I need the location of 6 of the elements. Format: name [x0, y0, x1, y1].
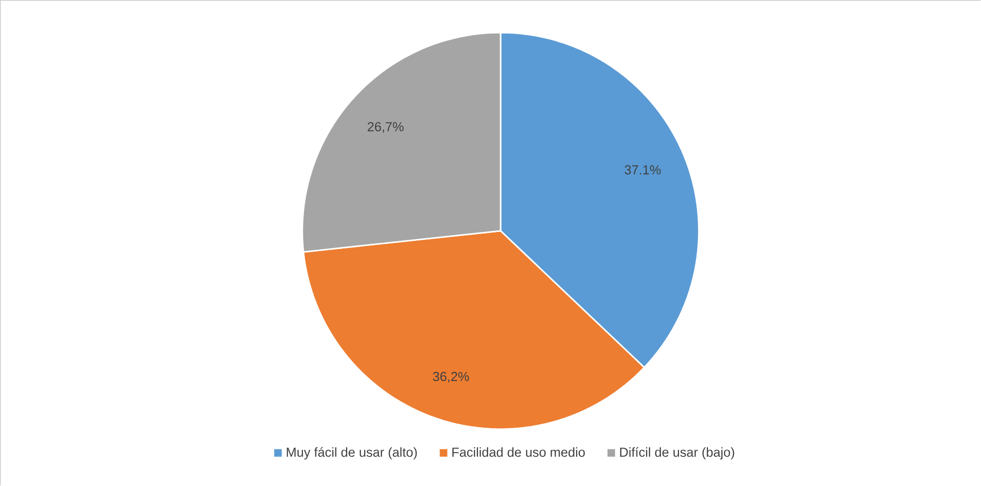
legend-label: Difícil de usar (bajo)	[620, 447, 734, 460]
data-label: 37.1%	[624, 165, 661, 175]
data-label: 26,7%	[368, 122, 404, 133]
data-label: 36,2%	[432, 372, 469, 383]
legend-label: Facilidad de uso medio	[452, 447, 585, 457]
legend-label: Muy fácil de usar (alto)	[286, 447, 417, 460]
